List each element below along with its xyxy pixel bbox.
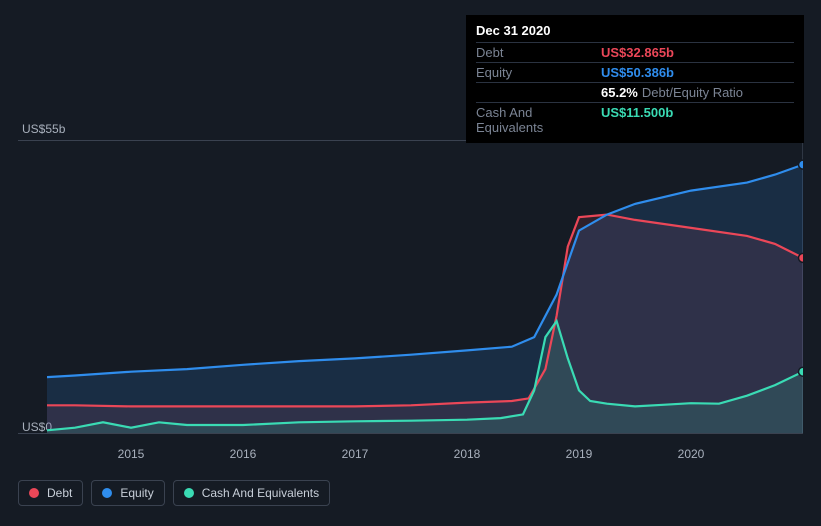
tooltip-row-label: Cash And Equivalents (476, 105, 601, 135)
x-axis-tick-label: 2018 (454, 447, 481, 461)
chart-tooltip: Dec 31 2020 DebtUS$32.865bEquityUS$50.38… (466, 15, 804, 143)
series-marker-equity (799, 160, 804, 169)
x-axis-tick-label: 2017 (342, 447, 369, 461)
x-axis-tick-label: 2015 (118, 447, 145, 461)
legend-label: Equity (120, 486, 153, 500)
tooltip-row: Cash And EquivalentsUS$11.500b (476, 102, 794, 137)
chart-plot-area[interactable] (47, 140, 803, 433)
tooltip-row: 65.2%Debt/Equity Ratio (476, 82, 794, 102)
tooltip-row-label (476, 85, 601, 100)
legend-swatch (29, 488, 39, 498)
tooltip-row-value: 65.2%Debt/Equity Ratio (601, 85, 743, 100)
x-axis-tick-label: 2016 (230, 447, 257, 461)
legend-item[interactable]: Equity (91, 480, 164, 506)
tooltip-row-value: US$32.865b (601, 45, 674, 60)
x-axis-tick-label: 2019 (566, 447, 593, 461)
series-marker-debt (799, 253, 804, 262)
tooltip-date: Dec 31 2020 (476, 23, 794, 38)
tooltip-row-value: US$11.500b (601, 105, 673, 135)
gridline-bottom (18, 433, 803, 434)
chart-legend: Debt Equity Cash And Equivalents (18, 480, 330, 506)
tooltip-row-label: Equity (476, 65, 601, 80)
tooltip-row: EquityUS$50.386b (476, 62, 794, 82)
tooltip-row-label: Debt (476, 45, 601, 60)
legend-label: Cash And Equivalents (202, 486, 319, 500)
series-marker-cash (799, 367, 804, 376)
tooltip-row-value: US$50.386b (601, 65, 674, 80)
legend-swatch (102, 488, 112, 498)
series-area-equity (47, 165, 803, 433)
legend-item[interactable]: Cash And Equivalents (173, 480, 330, 506)
legend-label: Debt (47, 486, 72, 500)
x-axis-tick-label: 2020 (678, 447, 705, 461)
tooltip-row-secondary: Debt/Equity Ratio (642, 85, 743, 100)
chart-svg (47, 140, 803, 433)
legend-swatch (184, 488, 194, 498)
tooltip-row: DebtUS$32.865b (476, 42, 794, 62)
legend-item[interactable]: Debt (18, 480, 83, 506)
y-axis-max-label: US$55b (22, 122, 65, 136)
